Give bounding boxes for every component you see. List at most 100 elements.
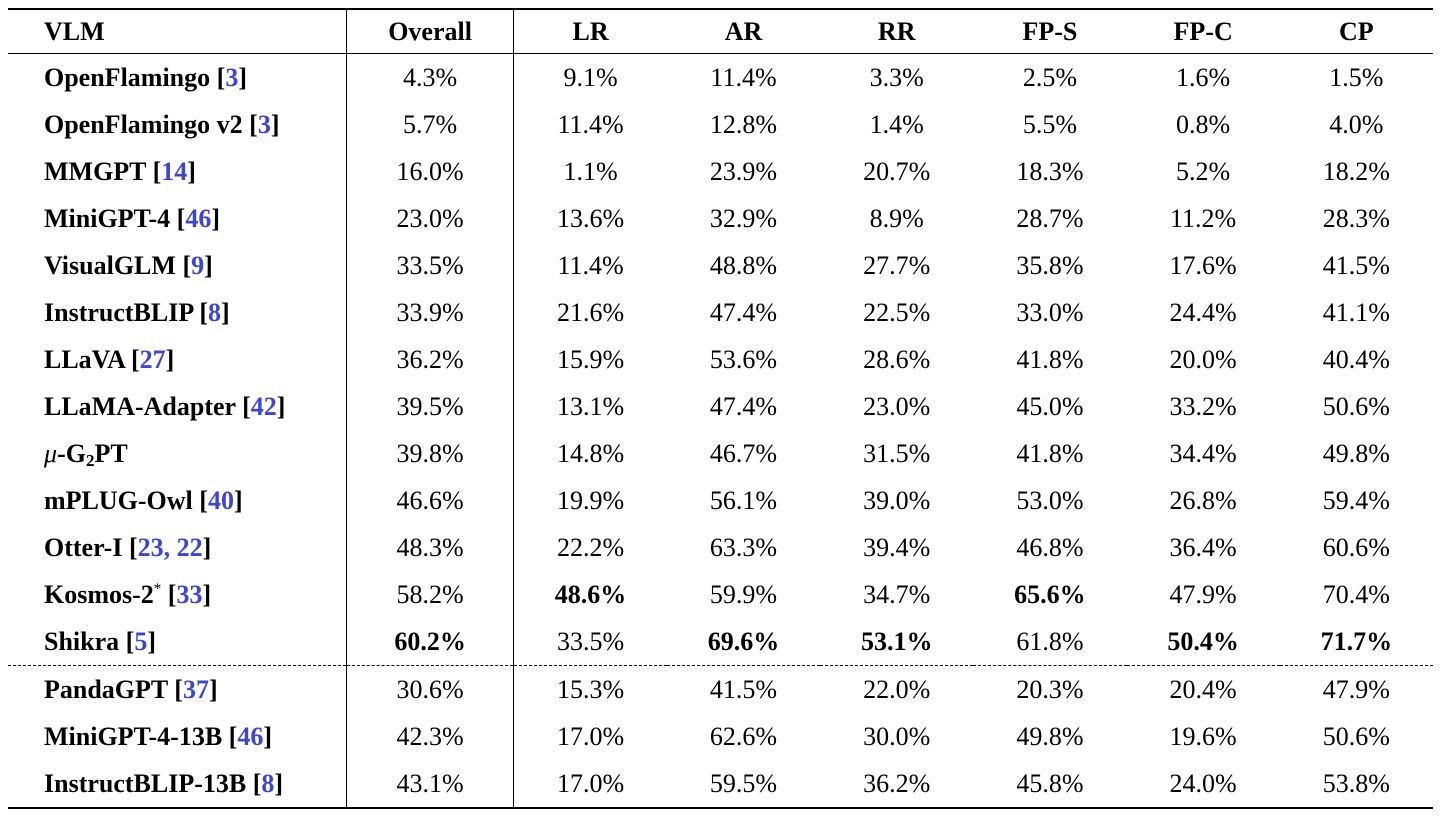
model-name: Kosmos-2 [44,580,154,609]
model-name-cell: OpenFlamingo v2 [3] [8,101,347,148]
value-cell: 21.6% [556,298,625,327]
model-name: mPLUG-Owl [44,486,193,515]
table-body-group-2: PandaGPT [37] 30.6% 15.3% 41.5% 22.0% 20.3% 20… [8,665,1433,809]
model-name: LLaMA-Adapter [44,392,236,421]
value-cell: 1.6% [1176,63,1231,92]
table-row: PandaGPT [37] 30.6% 15.3% 41.5% 22.0% 20.3% 20… [8,665,1433,713]
value-cell: 18.3% [1016,157,1084,186]
value-cell: 65.6% [1014,580,1086,609]
citation-link[interactable]: 23, 22 [137,533,203,562]
model-name-cell: μ-G2PT [8,430,347,477]
value-cell: 24.4% [1169,298,1237,327]
model-name: PandaGPT [44,675,168,704]
model-name: VisualGLM [44,251,176,280]
value-cell: 34.7% [863,580,931,609]
value-cell: 22.2% [556,533,625,562]
value-cell: 46.7% [709,439,778,468]
model-name: Otter-I [44,533,123,562]
value-cell: 35.8% [1016,251,1084,280]
value-cell: 56.1% [709,486,778,515]
value-cell: 39.4% [863,533,931,562]
value-cell: 41.1% [1322,298,1390,327]
value-cell: 23.0% [346,195,515,242]
value-cell: 48.6% [554,580,627,609]
model-name-cell: InstructBLIP [8] [8,289,347,336]
value-cell: 48.8% [709,251,778,280]
value-cell: 33.2% [1169,392,1237,421]
model-name-superscript: * [153,581,162,597]
citation-link[interactable]: 8 [207,298,221,327]
value-cell: 41.5% [1322,251,1390,280]
model-name-cell: VisualGLM [9] [8,242,347,289]
citation-link[interactable]: 33 [176,580,203,609]
citation-link[interactable]: 27 [139,345,166,374]
value-cell: 19.6% [1169,722,1237,751]
value-cell: 11.2% [1170,204,1237,233]
citation-link[interactable]: 5 [134,627,148,656]
value-cell: 11.4% [710,63,777,92]
value-cell: 30.0% [863,722,931,751]
citation-link[interactable]: 8 [261,769,275,798]
citation-link[interactable]: 46 [237,722,264,751]
header-vlm: VLM [8,9,347,54]
value-cell: 23.9% [709,157,778,186]
value-cell: 49.8% [1322,439,1390,468]
table-row: MiniGPT-4-13B [46] 42.3% 17.0% 62.6% 30.0% 49… [8,713,1433,760]
value-cell: 28.3% [1322,204,1390,233]
citation-link[interactable]: 14 [161,157,188,186]
value-cell: 27.7% [863,251,931,280]
value-cell: 15.3% [556,675,625,704]
value-cell: 22.5% [863,298,931,327]
model-name-cell: mPLUG-Owl [40] [8,477,347,524]
value-cell: 33.5% [513,618,667,666]
citation-link[interactable]: 40 [207,486,234,515]
value-cell: 45.8% [973,760,1127,809]
model-name: MMGPT [44,157,147,186]
value-cell: 61.8% [973,618,1127,666]
value-cell: 36.2% [820,760,974,809]
value-cell: 33.9% [346,289,515,336]
value-cell: 53.0% [1016,486,1084,515]
table-row: MiniGPT-4 [46] 23.0% 13.6% 32.9% 8.9% 28.7% 11… [8,195,1433,242]
citation-link[interactable]: 3 [257,110,271,139]
table-row: Otter-I [23, 22] 48.3% 22.2% 63.3% 39.4% 46.8… [8,524,1433,571]
model-name-cell: MiniGPT-4 [46] [8,195,347,242]
value-cell: 53.1% [820,618,974,666]
table-row: InstructBLIP [8] 33.9% 21.6% 47.4% 22.5% 33.0… [8,289,1433,336]
value-cell: 26.8% [1169,486,1237,515]
value-cell: 33.5% [346,242,515,289]
results-table-container: VLM Overall LR AR RR FP-S FP-C CP OpenFl… [8,8,1433,809]
value-cell: 14.8% [556,439,625,468]
value-cell: 45.0% [1016,392,1084,421]
model-name-cell: Otter-I [23, 22] [8,524,347,571]
value-cell: 20.4% [1169,675,1237,704]
table-row: InstructBLIP-13B [8] 43.1% 17.0% 59.5% 36.2%… [8,760,1433,809]
value-cell: 17.0% [556,722,625,751]
model-name-mu: μ [44,439,58,468]
citation-link[interactable]: 9 [191,251,205,280]
citation-link[interactable]: 46 [185,204,212,233]
value-cell: 28.7% [1016,204,1084,233]
model-name: MiniGPT-4 [44,204,171,233]
table-row: Shikra [5] 60.2% 33.5% 69.6% 53.1% 61.8% 50.4%… [8,618,1433,666]
value-cell: 71.7% [1279,618,1433,666]
header-overall: Overall [346,9,515,54]
table-row: OpenFlamingo v2 [3] 5.7% 11.4% 12.8% 1.4% 5.5… [8,101,1433,148]
value-cell: 23.0% [863,392,931,421]
value-cell: 33.0% [1016,298,1084,327]
table-row: VisualGLM [9] 33.5% 11.4% 48.8% 27.7% 35.8% 17… [8,242,1433,289]
value-cell: 17.6% [1169,251,1237,280]
header-rr: RR [877,17,916,46]
value-cell: 17.0% [513,760,667,809]
value-cell: 8.9% [869,204,924,233]
citation-link[interactable]: 3 [225,63,239,92]
value-cell: 4.3% [346,53,515,101]
model-name: -G [57,439,86,468]
model-name-cell: InstructBLIP-13B [8] [8,760,347,809]
header-cp: CP [1339,17,1374,46]
value-cell: 62.6% [709,722,778,751]
value-cell: 53.8% [1279,760,1433,809]
citation-link[interactable]: 42 [250,392,277,421]
citation-link[interactable]: 37 [182,675,209,704]
table-row: MMGPT [14] 16.0% 1.1% 23.9% 20.7% 18.3% 5.2% 18… [8,148,1433,195]
